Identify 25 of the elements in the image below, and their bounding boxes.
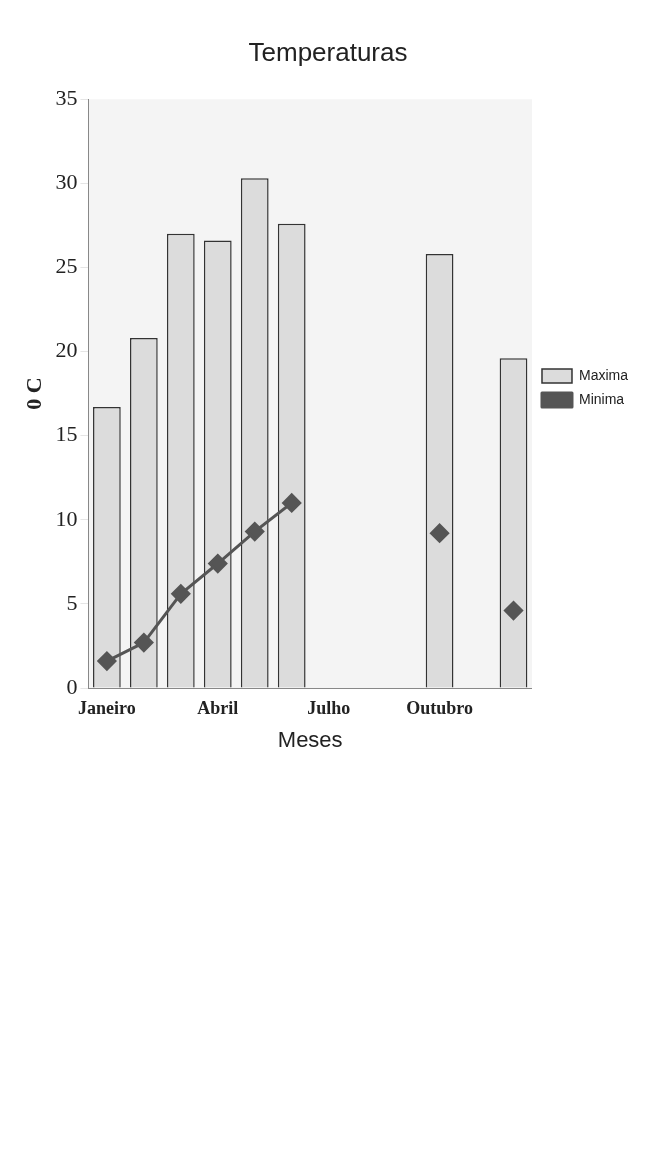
point — [430, 523, 450, 543]
x-tick-label: Outubro — [406, 698, 473, 719]
y-tick-label: 25 — [55, 253, 78, 279]
x-tick-label: Julho — [307, 698, 351, 719]
x-tick-label: Janeiro — [78, 698, 136, 719]
y-axis-title: 0 C — [20, 377, 46, 410]
legend-label: Maxima — [578, 366, 629, 383]
y-tick-label: 0 — [66, 673, 78, 699]
point — [134, 633, 154, 653]
y-tick-label: 30 — [55, 169, 78, 195]
point — [171, 584, 191, 604]
y-tick-label: 10 — [55, 505, 78, 531]
chart-title: Temperaturas — [248, 36, 408, 67]
legend-label: Minima — [578, 390, 625, 407]
y-tick-label: 20 — [55, 337, 78, 363]
x-axis-title: Meses — [277, 726, 343, 752]
point — [282, 493, 302, 513]
point — [208, 554, 228, 574]
y-tick-label: 15 — [55, 421, 78, 447]
point — [504, 601, 524, 621]
point — [97, 651, 117, 671]
point — [245, 522, 265, 542]
y-tick-label: 5 — [66, 589, 78, 615]
x-tick-label: Abril — [197, 698, 239, 719]
y-tick-label: 35 — [55, 84, 78, 110]
